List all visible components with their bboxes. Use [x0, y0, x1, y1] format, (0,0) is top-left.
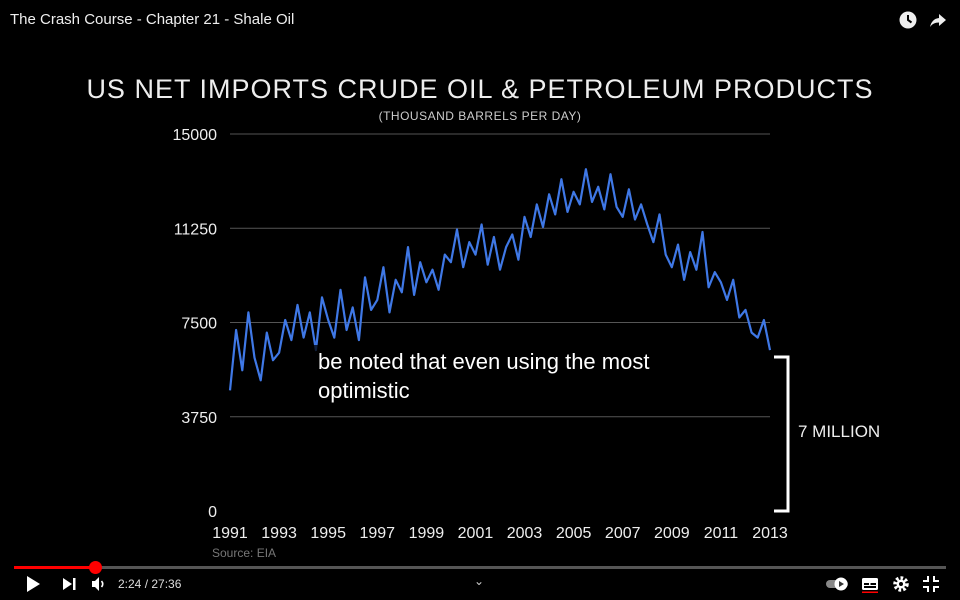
- scrubber-handle[interactable]: [89, 561, 103, 574]
- y-tick-label: 7500: [181, 316, 217, 333]
- caption-text: be noted that even using the most optimi…: [312, 345, 744, 407]
- x-tick-label: 2007: [605, 525, 641, 542]
- x-axis: 1991 1993 1995 1997 1999 2001 2003 2005 2007 2009…: [212, 525, 788, 542]
- progress-played: [14, 566, 96, 569]
- time-display: 2:24 / 27:36: [118, 577, 182, 591]
- series-line-net-imports: [228, 168, 772, 391]
- chart-title: US NET IMPORTS CRUDE OIL & PETROLEUM PRO…: [86, 74, 873, 104]
- y-axis: 0 3750 7500 11250 15000: [173, 127, 218, 521]
- y-tick-label: 0: [208, 504, 217, 521]
- x-tick-label: 2011: [704, 525, 739, 542]
- x-tick-label: 2003: [507, 525, 543, 542]
- x-tick-label: 1991: [212, 525, 248, 542]
- bracket: [774, 355, 790, 513]
- x-tick-label: 2009: [654, 525, 690, 542]
- x-tick-label: 1997: [359, 525, 395, 542]
- x-tick-label: 2005: [556, 525, 592, 542]
- autoplay-toggle-icon[interactable]: [825, 575, 851, 593]
- x-tick-label: 2013: [752, 525, 788, 542]
- x-tick-label: 1999: [409, 525, 445, 542]
- next-icon[interactable]: [61, 575, 77, 593]
- share-icon[interactable]: [928, 10, 948, 30]
- x-tick-label: 1993: [261, 525, 297, 542]
- watch-later-icon[interactable]: [898, 10, 918, 30]
- volume-icon[interactable]: [91, 575, 107, 593]
- settings-icon[interactable]: [892, 575, 910, 593]
- progress-bar[interactable]: [14, 561, 946, 574]
- y-tick-label: 15000: [173, 127, 218, 144]
- source-label: Source: EIA: [212, 546, 276, 560]
- x-tick-label: 2001: [458, 525, 494, 542]
- x-tick-label: 1995: [310, 525, 346, 542]
- y-tick-label: 11250: [174, 221, 217, 238]
- play-icon[interactable]: [25, 575, 41, 593]
- exit-fullscreen-icon[interactable]: [922, 575, 940, 593]
- y-tick-label: 3750: [181, 410, 217, 427]
- annotation-7-million: 7 MILLION: [798, 422, 880, 441]
- subtitles-icon[interactable]: [861, 575, 879, 593]
- chart: US NET IMPORTS CRUDE OIL & PETROLEUM PRO…: [86, 74, 880, 560]
- chevron-up-icon[interactable]: ⌄: [474, 574, 485, 588]
- video-title[interactable]: The Crash Course - Chapter 21 - Shale Oi…: [10, 11, 295, 28]
- chart-subtitle: (THOUSAND BARRELS PER DAY): [379, 109, 582, 123]
